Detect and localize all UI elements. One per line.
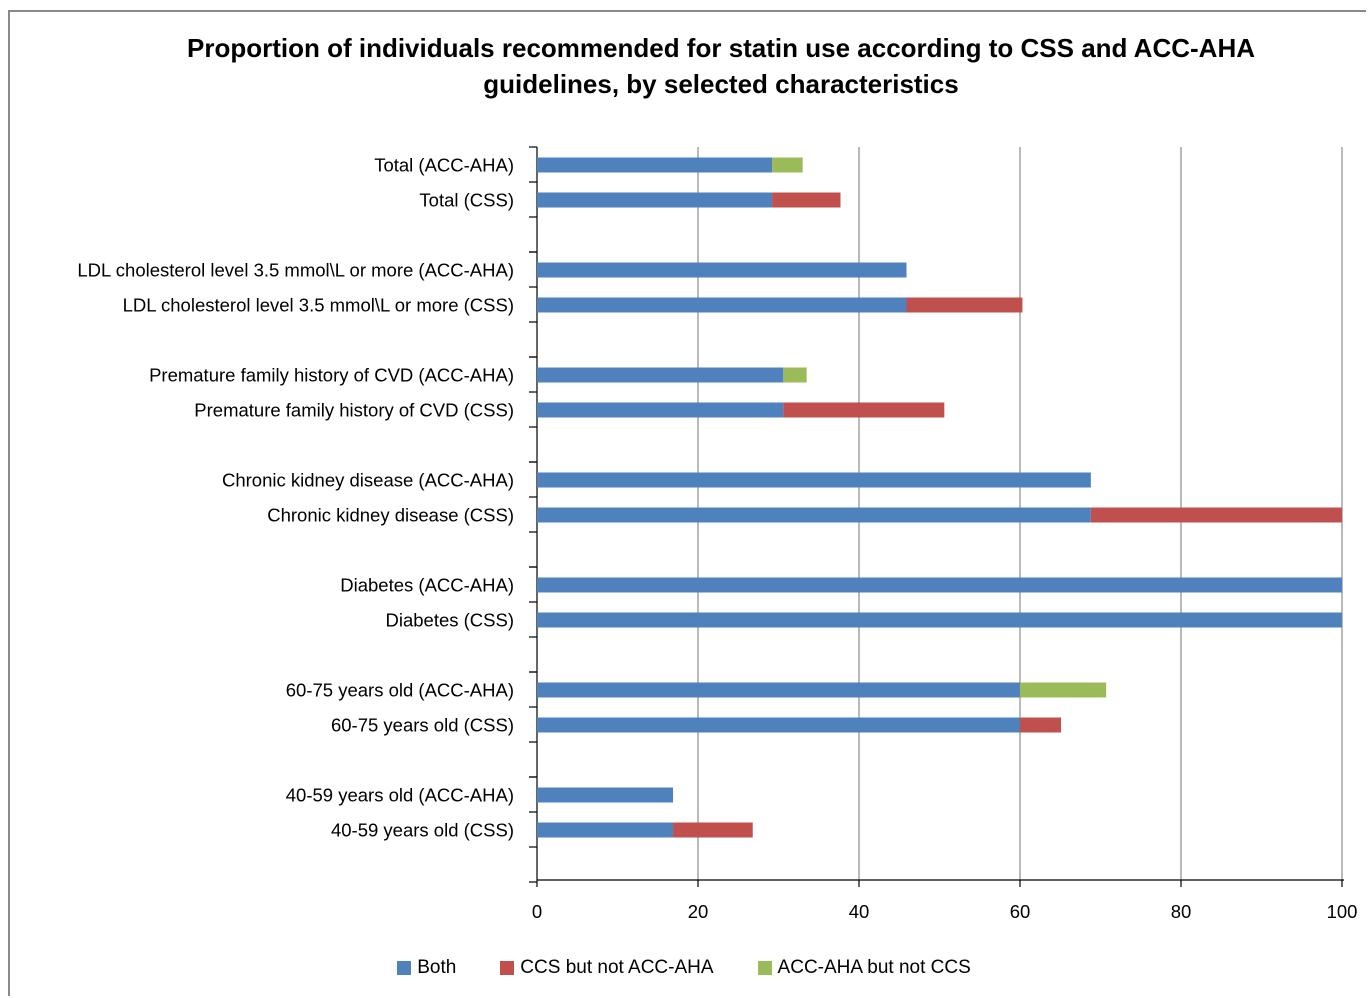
bar-ccs-not-acc bbox=[1090, 507, 1342, 523]
bar-ccs-not-acc bbox=[772, 192, 841, 208]
legend-swatch-both bbox=[397, 961, 412, 975]
category-label: 40-59 years old (ACC-AHA) bbox=[286, 785, 514, 806]
legend: Both CCS but not ACC-AHA ACC-AHA but not… bbox=[0, 957, 1368, 979]
bar-ccs-not-acc bbox=[1020, 717, 1062, 733]
chart-title-line-1: Proportion of individuals recommended fo… bbox=[186, 33, 1256, 63]
bar-ccs-not-acc bbox=[783, 402, 945, 418]
chart-title: Proportion of individuals recommended fo… bbox=[0, 30, 1368, 102]
category-label: 60-75 years old (ACC-AHA) bbox=[286, 680, 514, 701]
bar-both bbox=[537, 822, 674, 838]
bar-both bbox=[537, 507, 1091, 523]
bar-acc-not-ccs bbox=[772, 157, 803, 173]
x-tick-label-100: 100 bbox=[1327, 901, 1358, 922]
bar-both bbox=[537, 472, 1091, 488]
bar-both bbox=[537, 192, 773, 208]
x-tick-label-0: 0 bbox=[532, 901, 542, 922]
chart-title-line-2: guidelines, by selected characteristics bbox=[483, 69, 959, 99]
bar-both bbox=[537, 157, 773, 173]
bar-ccs-not-acc bbox=[906, 297, 1023, 313]
category-label: 60-75 years old (CSS) bbox=[331, 715, 514, 736]
x-tick-label-20: 20 bbox=[688, 901, 709, 922]
bar-both bbox=[537, 577, 1342, 593]
bar-both bbox=[537, 262, 907, 278]
x-tick-label-60: 60 bbox=[1010, 901, 1031, 922]
legend-item-ccs-not-acc: CCS but not ACC-AHA bbox=[500, 957, 714, 979]
category-label: Chronic kidney disease (ACC-AHA) bbox=[222, 470, 514, 491]
legend-label-ccs-not-acc: CCS but not ACC-AHA bbox=[520, 957, 714, 978]
legend-swatch-acc-not-ccs bbox=[757, 961, 772, 975]
category-label: Premature family history of CVD (CSS) bbox=[194, 400, 514, 421]
x-tick-label-80: 80 bbox=[1171, 901, 1192, 922]
bar-acc-not-ccs bbox=[1020, 682, 1107, 698]
legend-item-acc-not-ccs: ACC-AHA but not CCS bbox=[757, 957, 971, 979]
bar-ccs-not-acc bbox=[673, 822, 753, 838]
bar-both bbox=[537, 682, 1020, 698]
category-label: Diabetes (CSS) bbox=[385, 610, 514, 631]
category-label: Total (ACC-AHA) bbox=[374, 155, 514, 176]
legend-label-both: Both bbox=[417, 957, 457, 978]
bar-both bbox=[537, 367, 784, 383]
category-label: Total (CSS) bbox=[419, 190, 514, 211]
category-label: Diabetes (ACC-AHA) bbox=[340, 575, 514, 596]
bar-both bbox=[537, 297, 907, 313]
bar-acc-not-ccs bbox=[783, 367, 807, 383]
category-label: LDL cholesterol level 3.5 mmol\L or more… bbox=[77, 260, 514, 281]
chart-frame bbox=[8, 10, 1366, 996]
category-label: Premature family history of CVD (ACC-AHA… bbox=[149, 365, 514, 386]
legend-label-acc-not-ccs: ACC-AHA but not CCS bbox=[777, 957, 971, 978]
bar-both bbox=[537, 612, 1342, 628]
bar-both bbox=[537, 717, 1020, 733]
category-label: 40-59 years old (CSS) bbox=[331, 820, 514, 841]
category-label: Chronic kidney disease (CSS) bbox=[267, 505, 514, 526]
legend-item-both: Both bbox=[397, 957, 456, 979]
legend-swatch-ccs-not-acc bbox=[500, 961, 515, 975]
x-tick-label-40: 40 bbox=[849, 901, 870, 922]
bar-both bbox=[537, 402, 784, 418]
bar-both bbox=[537, 787, 674, 803]
category-label: LDL cholesterol level 3.5 mmol\L or more… bbox=[123, 295, 514, 316]
